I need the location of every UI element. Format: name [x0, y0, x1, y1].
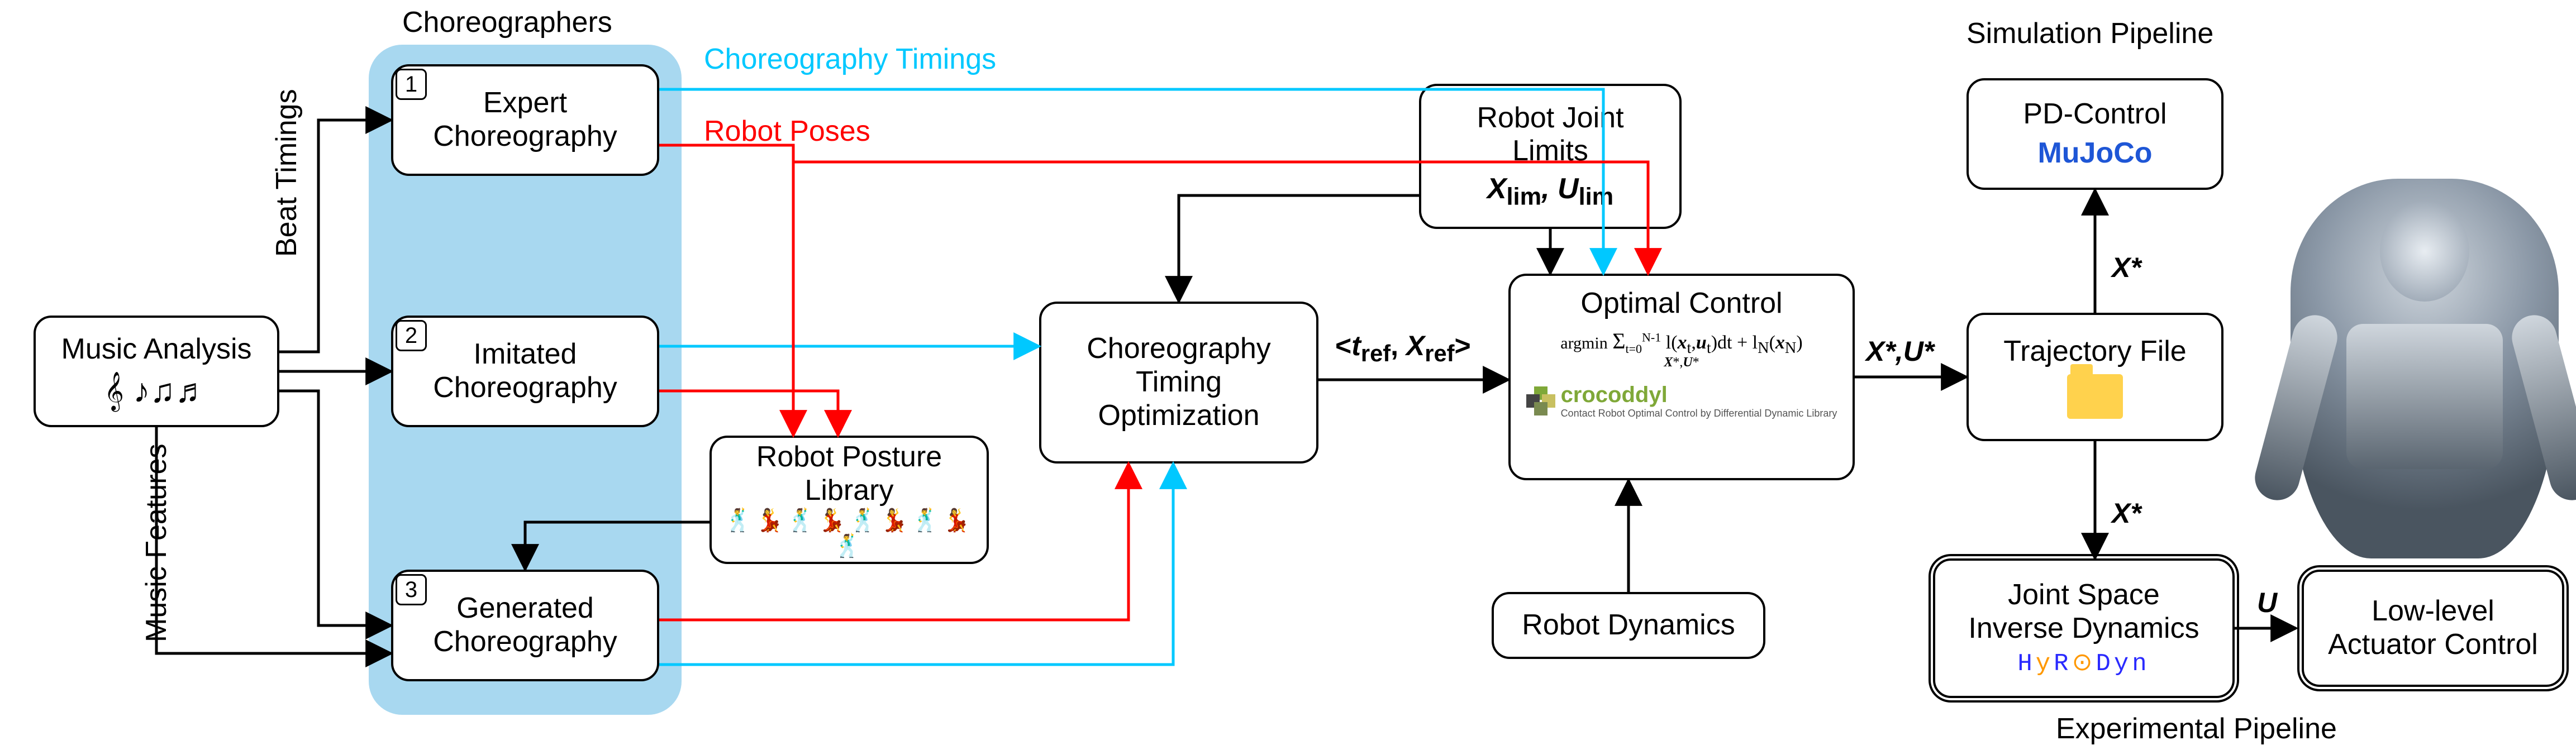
hyrodyn-label: HyR⊙Dyn	[2017, 650, 2150, 679]
optimal-control-node: Optimal Control argmin Σt=0N-1 l(xt,ut)d…	[1508, 274, 1855, 480]
lowlevel-line2: Actuator Control	[2328, 628, 2538, 662]
experimental-label: Experimental Pipeline	[2056, 712, 2337, 746]
timing-optimization-node: Choreography Timing Optimization	[1039, 302, 1318, 464]
robot-image	[2291, 179, 2559, 558]
jsid-line2: Inverse Dynamics	[1968, 612, 2199, 646]
limits-line1: Robot Joint	[1477, 102, 1623, 135]
xstar-up-label: X*	[2112, 251, 2141, 284]
lowlevel-control-node: Low-level Actuator Control	[2302, 570, 2564, 687]
joint-limits-node: Robot Joint Limits Xlim, Ulim	[1419, 84, 1682, 229]
choreo-timings-label: Choreography Timings	[704, 42, 996, 76]
music-notes-icon: 𝄞 ♪♫♬	[104, 371, 208, 410]
timing-line1: Choreography	[1087, 332, 1271, 366]
jsid-line1: Joint Space	[2008, 579, 2160, 612]
posture-line2: Library	[805, 474, 894, 508]
music-analysis-title: Music Analysis	[61, 333, 252, 366]
traj-title: Trajectory File	[2003, 335, 2186, 369]
imitated-line1: Imitated	[474, 338, 577, 371]
pd-control-node: PD-Control MuJoCo	[1966, 78, 2223, 190]
limits-sub: Xlim, Ulim	[1487, 173, 1613, 211]
posture-line1: Robot Posture	[756, 441, 942, 474]
timing-line2: Timing	[1136, 366, 1222, 399]
limits-line2: Limits	[1512, 135, 1588, 168]
generated-line1: Generated	[456, 592, 594, 625]
imitated-choreography-node: 2 Imitated Choreography	[391, 316, 659, 427]
generated-number: 3	[396, 574, 427, 605]
argmin-formula: argmin Σt=0N-1 l(xt,ut)dt + lN(xN) X*,U*	[1560, 328, 1802, 371]
simulation-label: Simulation Pipeline	[1966, 17, 2213, 50]
expert-line2: Choreography	[433, 120, 617, 154]
croco-icon	[1526, 386, 1554, 414]
generated-line2: Choreography	[433, 625, 617, 659]
imitated-number: 2	[396, 320, 427, 351]
u-label: U	[2257, 586, 2277, 619]
robot-poses-label: Robot Poses	[704, 114, 870, 148]
lowlevel-line1: Low-level	[2372, 595, 2494, 628]
dynamics-title: Robot Dynamics	[1522, 609, 1735, 642]
inverse-dynamics-node: Joint Space Inverse Dynamics HyR⊙Dyn	[1933, 558, 2235, 698]
choreographers-label: Choreographers	[402, 6, 612, 39]
dancer-icons: 🕺💃🕺💃🕺💃🕺💃🕺	[723, 508, 975, 559]
imitated-line2: Choreography	[433, 371, 617, 405]
xstar-down-label: X*	[2112, 497, 2141, 529]
mujoco-label: MuJoCo	[2037, 137, 2152, 170]
trajectory-file-node: Trajectory File	[1966, 313, 2223, 441]
folder-icon	[2067, 374, 2123, 419]
timing-line3: Optimization	[1098, 399, 1260, 433]
pd-title: PD-Control	[2023, 98, 2166, 131]
optimal-title: Optimal Control	[1580, 287, 1782, 321]
expert-choreography-node: 1 Expert Choreography	[391, 64, 659, 176]
expert-number: 1	[396, 69, 427, 100]
expert-line1: Expert	[483, 87, 567, 120]
music-analysis-node: Music Analysis 𝄞 ♪♫♬	[34, 316, 279, 427]
music-features-label: Music Features	[140, 444, 173, 642]
crocoddyl-logo: crocoddyl Contact Robot Optimal Control …	[1526, 382, 1837, 419]
tref-xref-label: <tref, Xref>	[1335, 329, 1471, 367]
generated-choreography-node: 3 Generated Choreography	[391, 570, 659, 681]
xstar-ustar-label: X*,U*	[1866, 335, 1934, 367]
beat-timings-label: Beat Timings	[270, 89, 303, 257]
robot-dynamics-node: Robot Dynamics	[1492, 592, 1765, 659]
posture-library-node: Robot Posture Library 🕺💃🕺💃🕺💃🕺💃🕺	[710, 436, 989, 564]
